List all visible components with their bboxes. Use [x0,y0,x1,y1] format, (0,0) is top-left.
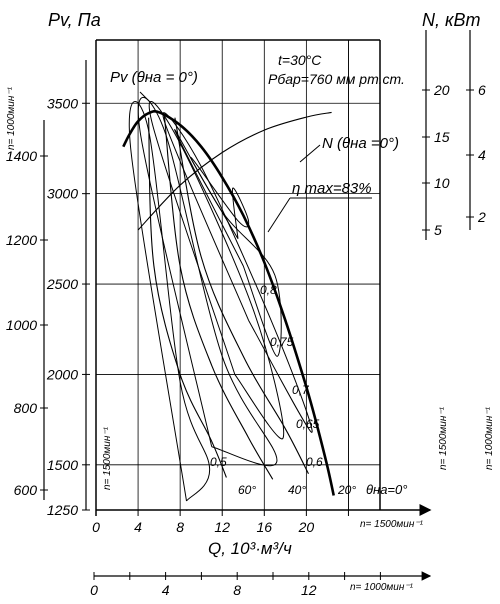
max-efficiency-label: η max=83% [292,180,372,197]
efficiency-curve [137,96,278,467]
left-speed-note-1000: n= 1000мин⁻¹ [6,86,17,150]
blade-angle-curve [148,117,227,478]
temperature-note: t=30°C [278,52,322,68]
efficiency-label: 0,65 [296,417,320,431]
n-axis-title: N, кВт [422,10,481,30]
efficiency-curve [190,156,250,240]
max-efficiency-leader [267,197,291,233]
pv-tick-label: 2500 [46,276,78,292]
pv-axis-title: Pv, Па [48,10,101,30]
n-1000-tick-label: 6 [478,82,486,98]
power-curve [137,111,332,231]
labels: 1250150020002500300035006008001000120014… [6,82,486,598]
pressure-note: Рбар=760 мм рт.ст. [268,71,405,87]
efficiency-curve [174,129,282,357]
q-1000-tick-label: 4 [162,582,170,598]
curves [122,91,372,502]
pv-tick-label: 1500 [47,457,78,473]
q-1000-tick-label: 0 [90,582,98,598]
q-tick-label: 0 [92,519,100,535]
q-tick-label: 8 [176,519,184,535]
n-tick-label: 10 [434,175,450,191]
q-tick-label: 20 [298,519,315,535]
pv-tick-label: 1250 [47,502,78,518]
pv-1000-tick-label: 800 [14,400,38,416]
x-speed-note-1000: n= 1000мин⁻¹ [350,582,414,593]
power-curve-label: N (θна =0°) [322,135,399,152]
plot-frame [40,30,474,581]
pv-1000-tick-label: 600 [14,482,38,498]
grid-lines [96,40,380,510]
q-tick-label: 12 [214,519,230,535]
efficiency-curve [162,112,313,433]
efficiency-curve [128,101,211,502]
blade-angle-label: 40° [288,483,306,497]
blade-angle-curve [174,117,309,475]
main-curve-label: Pv (θна = 0°) [110,69,198,86]
n-1000-tick-label: 4 [478,147,486,163]
main-curve-leader [139,91,151,103]
x-speed-note: n= 1500мин⁻¹ [360,519,424,530]
n-tick-label: 15 [434,129,450,145]
efficiency-label: 0,8 [260,283,277,297]
efficiency-label: 0,75 [270,335,294,349]
pv-tick-label: 3000 [47,186,78,202]
pv-tick-label: 2000 [46,366,78,382]
n-tick-label: 20 [433,82,450,98]
q-1000-tick-label: 8 [233,582,241,598]
pv-tick-label: 3500 [47,95,78,111]
power-curve-leader [299,144,321,163]
blade-angle-curve [163,115,274,480]
pv-curve-theta-0 [122,110,335,496]
q-axis-title: Q, 10³·м³/ч [208,539,292,558]
blade-angle-label: 20° [337,483,356,497]
q-1000-tick-label: 12 [301,582,317,598]
inner-left-speed-note: n= 1500мин⁻¹ [102,426,113,490]
pv-1000-tick-label: 1400 [6,148,37,164]
n-1000-tick-label: 2 [477,209,486,225]
q-tick-label: 16 [257,519,273,535]
efficiency-label: 0,6 [306,455,323,469]
right-speed-note-1500: n= 1500мин⁻¹ [438,406,449,470]
blade-angle-label: 60° [238,483,256,497]
efficiency-label: 0,7 [292,383,310,397]
efficiency-curve [148,100,285,440]
right-speed-note-1000: n= 1000мин⁻¹ [484,406,495,470]
pv-1000-tick-label: 1200 [6,232,37,248]
blade-angle-zero-label: θна=0° [366,482,407,497]
efficiency-label: 0,5 [210,455,227,469]
n-tick-label: 5 [434,222,442,238]
q-tick-label: 4 [134,519,142,535]
pv-1000-tick-label: 1000 [6,317,37,333]
